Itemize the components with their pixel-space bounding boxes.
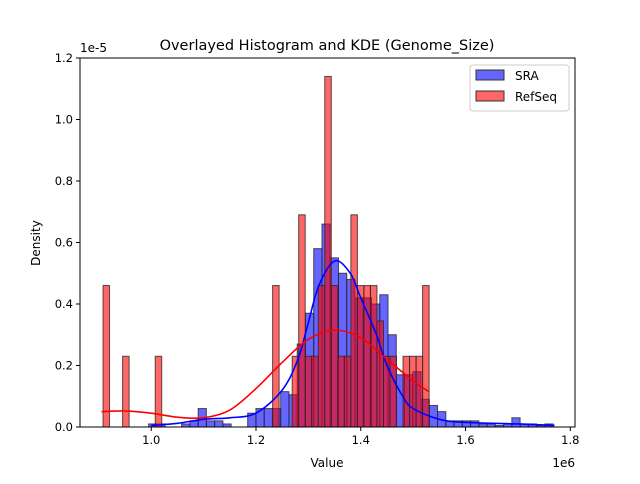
legend: SRA RefSeq xyxy=(469,64,570,112)
x-axis-label: Value xyxy=(311,456,344,470)
refseq-bar xyxy=(337,355,345,428)
refseq-bar xyxy=(324,75,332,428)
x-axis: 1.0 1.2 1.4 1.6 1.8 xyxy=(142,427,579,447)
refseq-bar xyxy=(317,285,326,428)
sra-bar xyxy=(263,408,273,428)
y-tick-label: 1.0 xyxy=(55,113,73,127)
sra-bar xyxy=(205,420,216,428)
legend-swatch-sra xyxy=(475,69,505,81)
refseq-bar xyxy=(122,355,130,428)
legend-label-sra: SRA xyxy=(515,69,539,83)
refseq-bar xyxy=(304,355,313,428)
refseq-bar xyxy=(272,285,280,428)
sra-bar xyxy=(470,420,480,428)
y-axis: 0.0 0.2 0.4 0.6 0.8 1.0 1.2 xyxy=(55,51,80,434)
y-tick-label: 0.6 xyxy=(55,236,73,250)
legend-label-refseq: RefSeq xyxy=(515,90,557,104)
x-tick-label: 1.8 xyxy=(561,433,579,447)
refseq-bar xyxy=(102,285,111,428)
y-tick-label: 0.4 xyxy=(55,297,73,311)
refseq-bars xyxy=(102,75,430,428)
kde-curves xyxy=(101,259,555,427)
refseq-bar xyxy=(343,355,352,428)
y-tick-label: 0.0 xyxy=(55,420,73,434)
refseq-bar xyxy=(402,355,411,428)
y-tick-label: 0.8 xyxy=(55,174,73,188)
refseq-bar xyxy=(330,285,339,428)
sra-bar xyxy=(511,417,521,428)
y-offset-label: 1e-5 xyxy=(80,41,107,55)
refseq-bar xyxy=(356,285,365,428)
refseq-bar xyxy=(350,214,358,428)
refseq-bar xyxy=(154,355,163,428)
x-tick-label: 1.4 xyxy=(352,433,370,447)
refseq-bar xyxy=(422,285,430,428)
x-offset-label: 1e6 xyxy=(552,456,575,470)
chart-title: Overlayed Histogram and KDE (Genome_Size… xyxy=(160,38,495,54)
refseq-kde-line xyxy=(101,329,430,420)
x-tick-label: 1.0 xyxy=(142,433,160,447)
legend-swatch-refseq xyxy=(475,90,505,102)
sra-bar xyxy=(280,391,290,428)
y-tick-label: 0.2 xyxy=(55,359,73,373)
refseq-bar xyxy=(369,285,378,428)
sra-kde-line xyxy=(151,259,555,427)
x-tick-label: 1.2 xyxy=(247,433,265,447)
refseq-bar xyxy=(298,214,306,428)
y-axis-label: Density xyxy=(29,220,43,266)
refseq-bar xyxy=(415,355,424,428)
refseq-bar xyxy=(311,355,319,428)
y-tick-label: 1.2 xyxy=(55,51,73,65)
refseq-bar xyxy=(409,355,417,428)
x-tick-label: 1.6 xyxy=(456,433,474,447)
sra-bar xyxy=(214,420,224,428)
